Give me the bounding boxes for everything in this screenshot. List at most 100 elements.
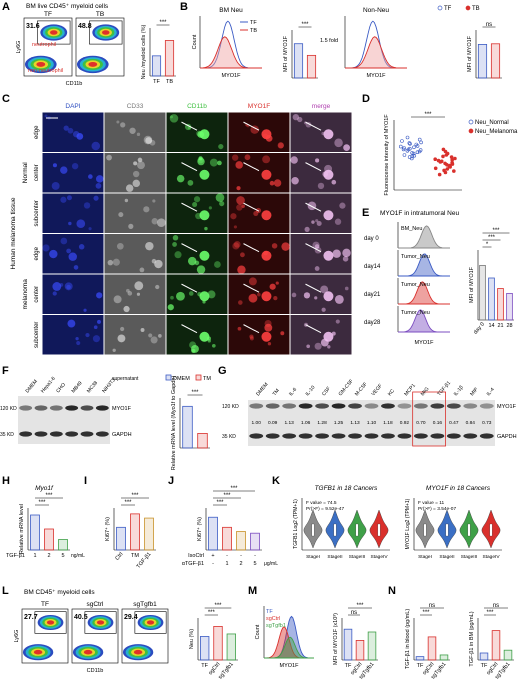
data-point: [408, 146, 412, 151]
blot-band: [348, 403, 362, 409]
row-label: day 0: [364, 236, 379, 242]
cell: [52, 282, 62, 291]
bar: [293, 43, 304, 79]
micrograph: [166, 112, 228, 152]
cell-label: 2: [239, 561, 242, 567]
lane-label: IL-1β: [453, 385, 465, 398]
micrograph: [104, 193, 166, 233]
panel-letter: C: [2, 93, 10, 105]
significance-label: ***: [301, 22, 309, 28]
row-label: center: [34, 164, 40, 181]
cell: [112, 258, 120, 266]
data-point: [445, 167, 450, 171]
cell: [209, 158, 218, 167]
marker-label: 35 KD: [0, 432, 14, 438]
quantification: 0.92: [400, 420, 410, 426]
cell: [76, 340, 81, 346]
row-label: day21: [364, 292, 381, 298]
histogram-curve: [398, 309, 450, 333]
data-point: [437, 172, 442, 177]
panel-letter: E: [362, 207, 369, 219]
group-label: sgTgfb1: [133, 601, 157, 608]
blot-band: [49, 431, 63, 437]
cell: [187, 179, 194, 186]
histogram-curve: [398, 253, 450, 277]
data-point: [433, 157, 438, 161]
x-tick-label: StageIII: [461, 554, 478, 560]
cell: [331, 179, 337, 185]
cell: [145, 137, 153, 144]
cell: [75, 336, 79, 341]
unit-label: μg/mL: [264, 561, 278, 567]
lane-label: MIG: [420, 386, 431, 397]
arrow: [305, 162, 322, 172]
blot-band: [65, 405, 79, 411]
blot-band: [282, 433, 297, 439]
cell-label: -: [240, 553, 242, 559]
group-label: TF: [44, 11, 52, 18]
arrow: [243, 324, 260, 334]
cell: [312, 241, 320, 249]
marker-label: 120 KD: [0, 406, 17, 412]
panel-letter: N: [388, 585, 396, 597]
blot-band: [413, 403, 428, 409]
bar: [208, 516, 218, 551]
column-header: CD11b: [187, 103, 207, 110]
lane-label: VEGF: [370, 383, 383, 397]
cell: [303, 292, 311, 299]
axis-label: Count: [192, 34, 198, 49]
blot-band: [381, 403, 395, 409]
arrow: [305, 243, 322, 253]
micrograph: [290, 112, 352, 152]
column-header: merge: [312, 103, 331, 110]
axis-label: CD11b: [66, 81, 83, 87]
bar: [144, 517, 154, 551]
y-axis-label: Ki67⁺ (%): [104, 517, 111, 541]
arrow: [243, 162, 260, 172]
cell: [76, 219, 86, 229]
bar: [491, 630, 501, 661]
cell: [93, 325, 98, 330]
x-tick-label: TF: [481, 663, 488, 669]
legend-label: DMEM: [173, 376, 190, 382]
legend-label: sgTgfb1: [266, 623, 286, 629]
lane-label: DMEM: [255, 382, 269, 398]
cell: [83, 308, 87, 312]
cell-label: 5: [253, 561, 256, 567]
micrograph: [166, 274, 228, 314]
cell: [277, 142, 284, 149]
cell-highlight: [261, 169, 272, 180]
panel-letter: D: [362, 93, 370, 105]
significance-label: ***: [223, 493, 231, 499]
panel-letter: A: [2, 1, 10, 13]
y-axis-label: MYO1F Log2 (TPM+1): [405, 498, 411, 549]
significance-label: ***: [424, 112, 432, 118]
cell: [85, 332, 90, 338]
gate-value: 29.4: [124, 614, 138, 621]
protein-label: MYO1F: [497, 404, 517, 410]
cell: [42, 244, 50, 252]
legend-label: TF: [250, 20, 257, 26]
cell-highlight: [323, 331, 334, 342]
significance-label: ns: [429, 603, 435, 609]
cell: [128, 223, 134, 229]
protein-label: MYO1F: [112, 406, 132, 412]
arrow: [181, 283, 198, 293]
bar: [488, 277, 495, 321]
quantification: 0.70: [416, 420, 426, 426]
bar: [164, 40, 175, 77]
arrow: [181, 162, 198, 172]
y-axis-label: Fluorescense intensity of MYO1F: [384, 114, 390, 196]
legend-label: TF: [444, 6, 452, 12]
micrograph: [42, 193, 104, 233]
quantification: 0.09: [268, 420, 278, 426]
cell: [311, 220, 315, 224]
x-tick-label: StageII: [439, 554, 454, 560]
violin-box: [423, 523, 427, 537]
cell: [236, 186, 241, 191]
quantification: 0.47: [449, 420, 459, 426]
cell: [117, 334, 126, 343]
x-tick-label: 28: [506, 323, 512, 329]
cell: [196, 265, 206, 274]
lane-label: MB49: [71, 380, 84, 394]
